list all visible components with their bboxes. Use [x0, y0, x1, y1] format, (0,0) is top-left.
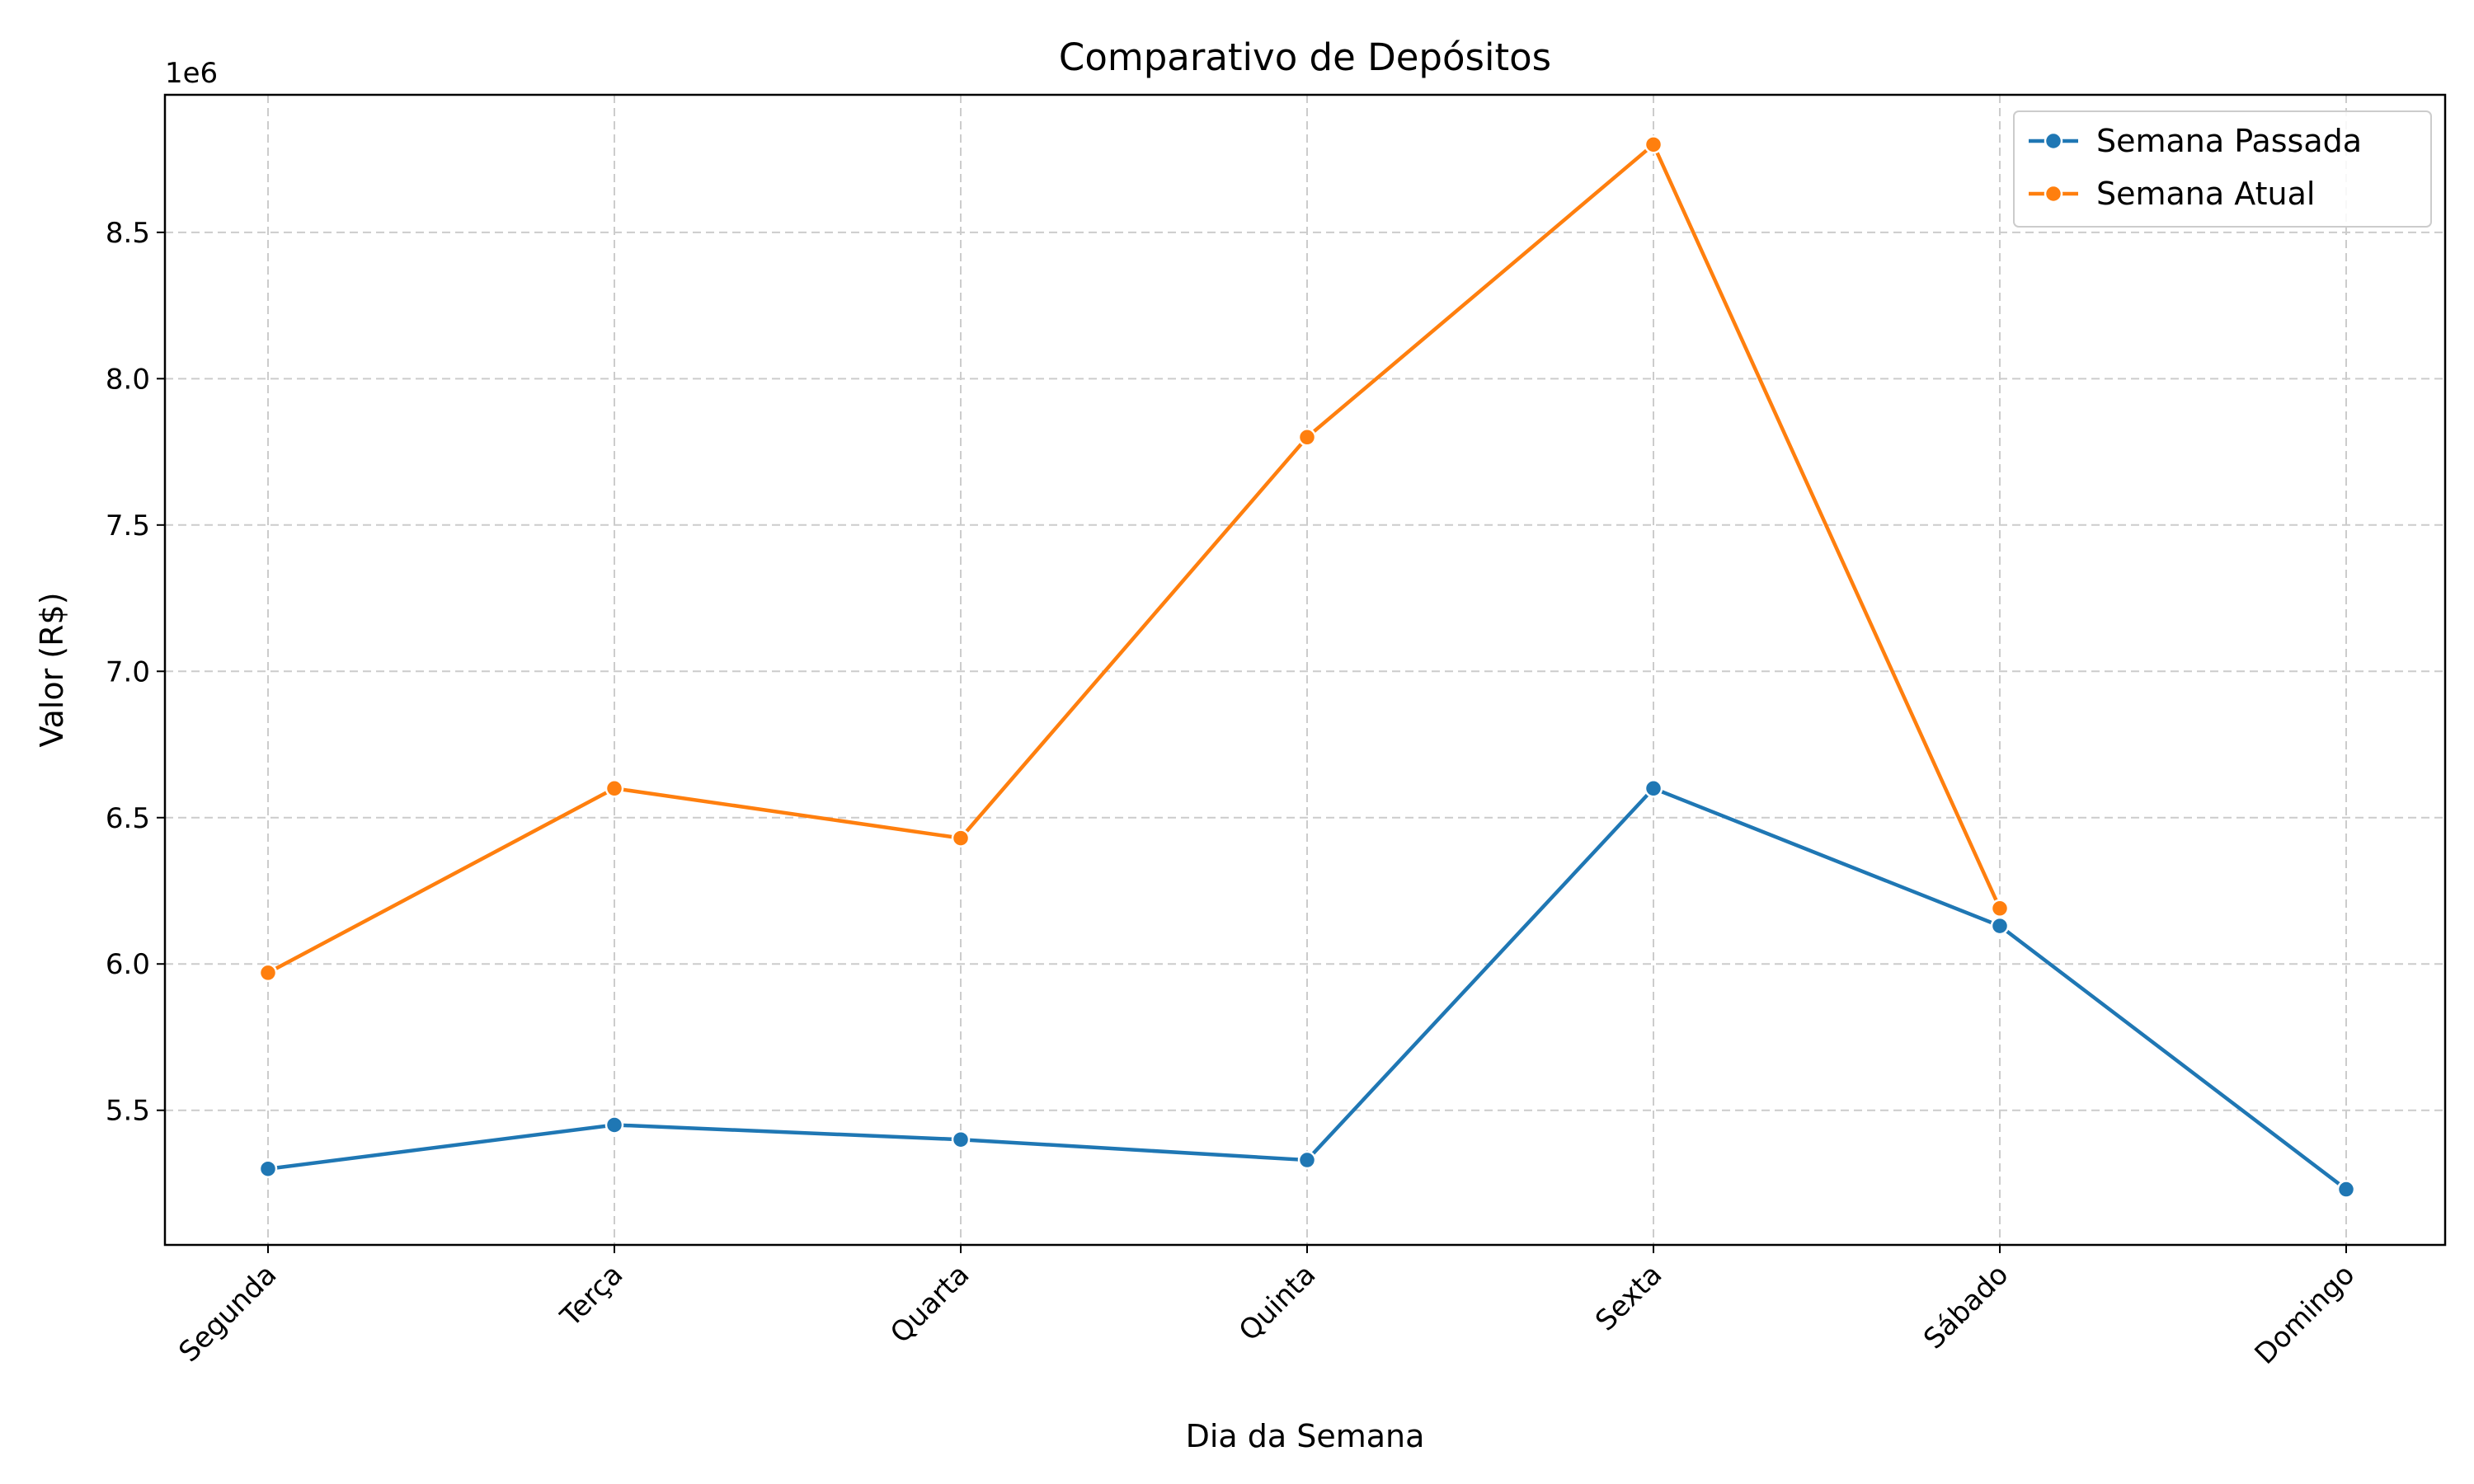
series-2 [258, 135, 2010, 983]
data-point [951, 829, 971, 848]
data-point [1644, 135, 1663, 154]
y-axis-offset-label: 1e6 [165, 57, 218, 90]
y-tick-label: 7.0 [106, 655, 150, 688]
chart-title: Comparativo de Depósitos [1059, 35, 1551, 79]
data-point [2336, 1180, 2356, 1199]
series-layer [258, 135, 2356, 1199]
data-point [258, 1159, 278, 1178]
data-point [951, 1129, 971, 1149]
plot-frame [163, 93, 2447, 1247]
y-axis-ticks: 5.5 6.0 6.5 7.0 7.5 8.0 8.5 [106, 217, 165, 1128]
legend-item: Semana Passada [2029, 123, 2362, 159]
y-tick-label: 8.0 [106, 363, 150, 396]
data-point [1990, 899, 2010, 918]
series-1 [258, 779, 2356, 1199]
legend-marker [2044, 184, 2063, 204]
data-point [1644, 779, 1663, 798]
data-point [1297, 1150, 1317, 1170]
data-point [258, 963, 278, 983]
legend-marker [2044, 131, 2063, 151]
legend-label: Semana Atual [2096, 176, 2315, 212]
y-tick-label: 5.5 [106, 1095, 150, 1128]
x-axis-label: Dia da Semana [1186, 1418, 1425, 1454]
legend-label: Semana Passada [2096, 123, 2362, 159]
legend-frame [2013, 110, 2432, 228]
data-point [604, 1115, 624, 1134]
y-tick-label: 6.0 [106, 948, 150, 981]
data-point [1990, 916, 2010, 936]
series-line [266, 143, 2002, 974]
y-tick-label: 8.5 [106, 217, 150, 250]
legend-item: Semana Atual [2029, 176, 2315, 212]
y-tick-label: 7.5 [106, 510, 150, 542]
y-axis-label: Valor (R$) [34, 592, 70, 747]
legend: Semana Passada Semana Atual [2013, 110, 2432, 228]
data-point [604, 779, 624, 798]
y-tick-label: 6.5 [106, 802, 150, 835]
grid [165, 95, 2445, 1245]
data-point [1297, 428, 1317, 447]
